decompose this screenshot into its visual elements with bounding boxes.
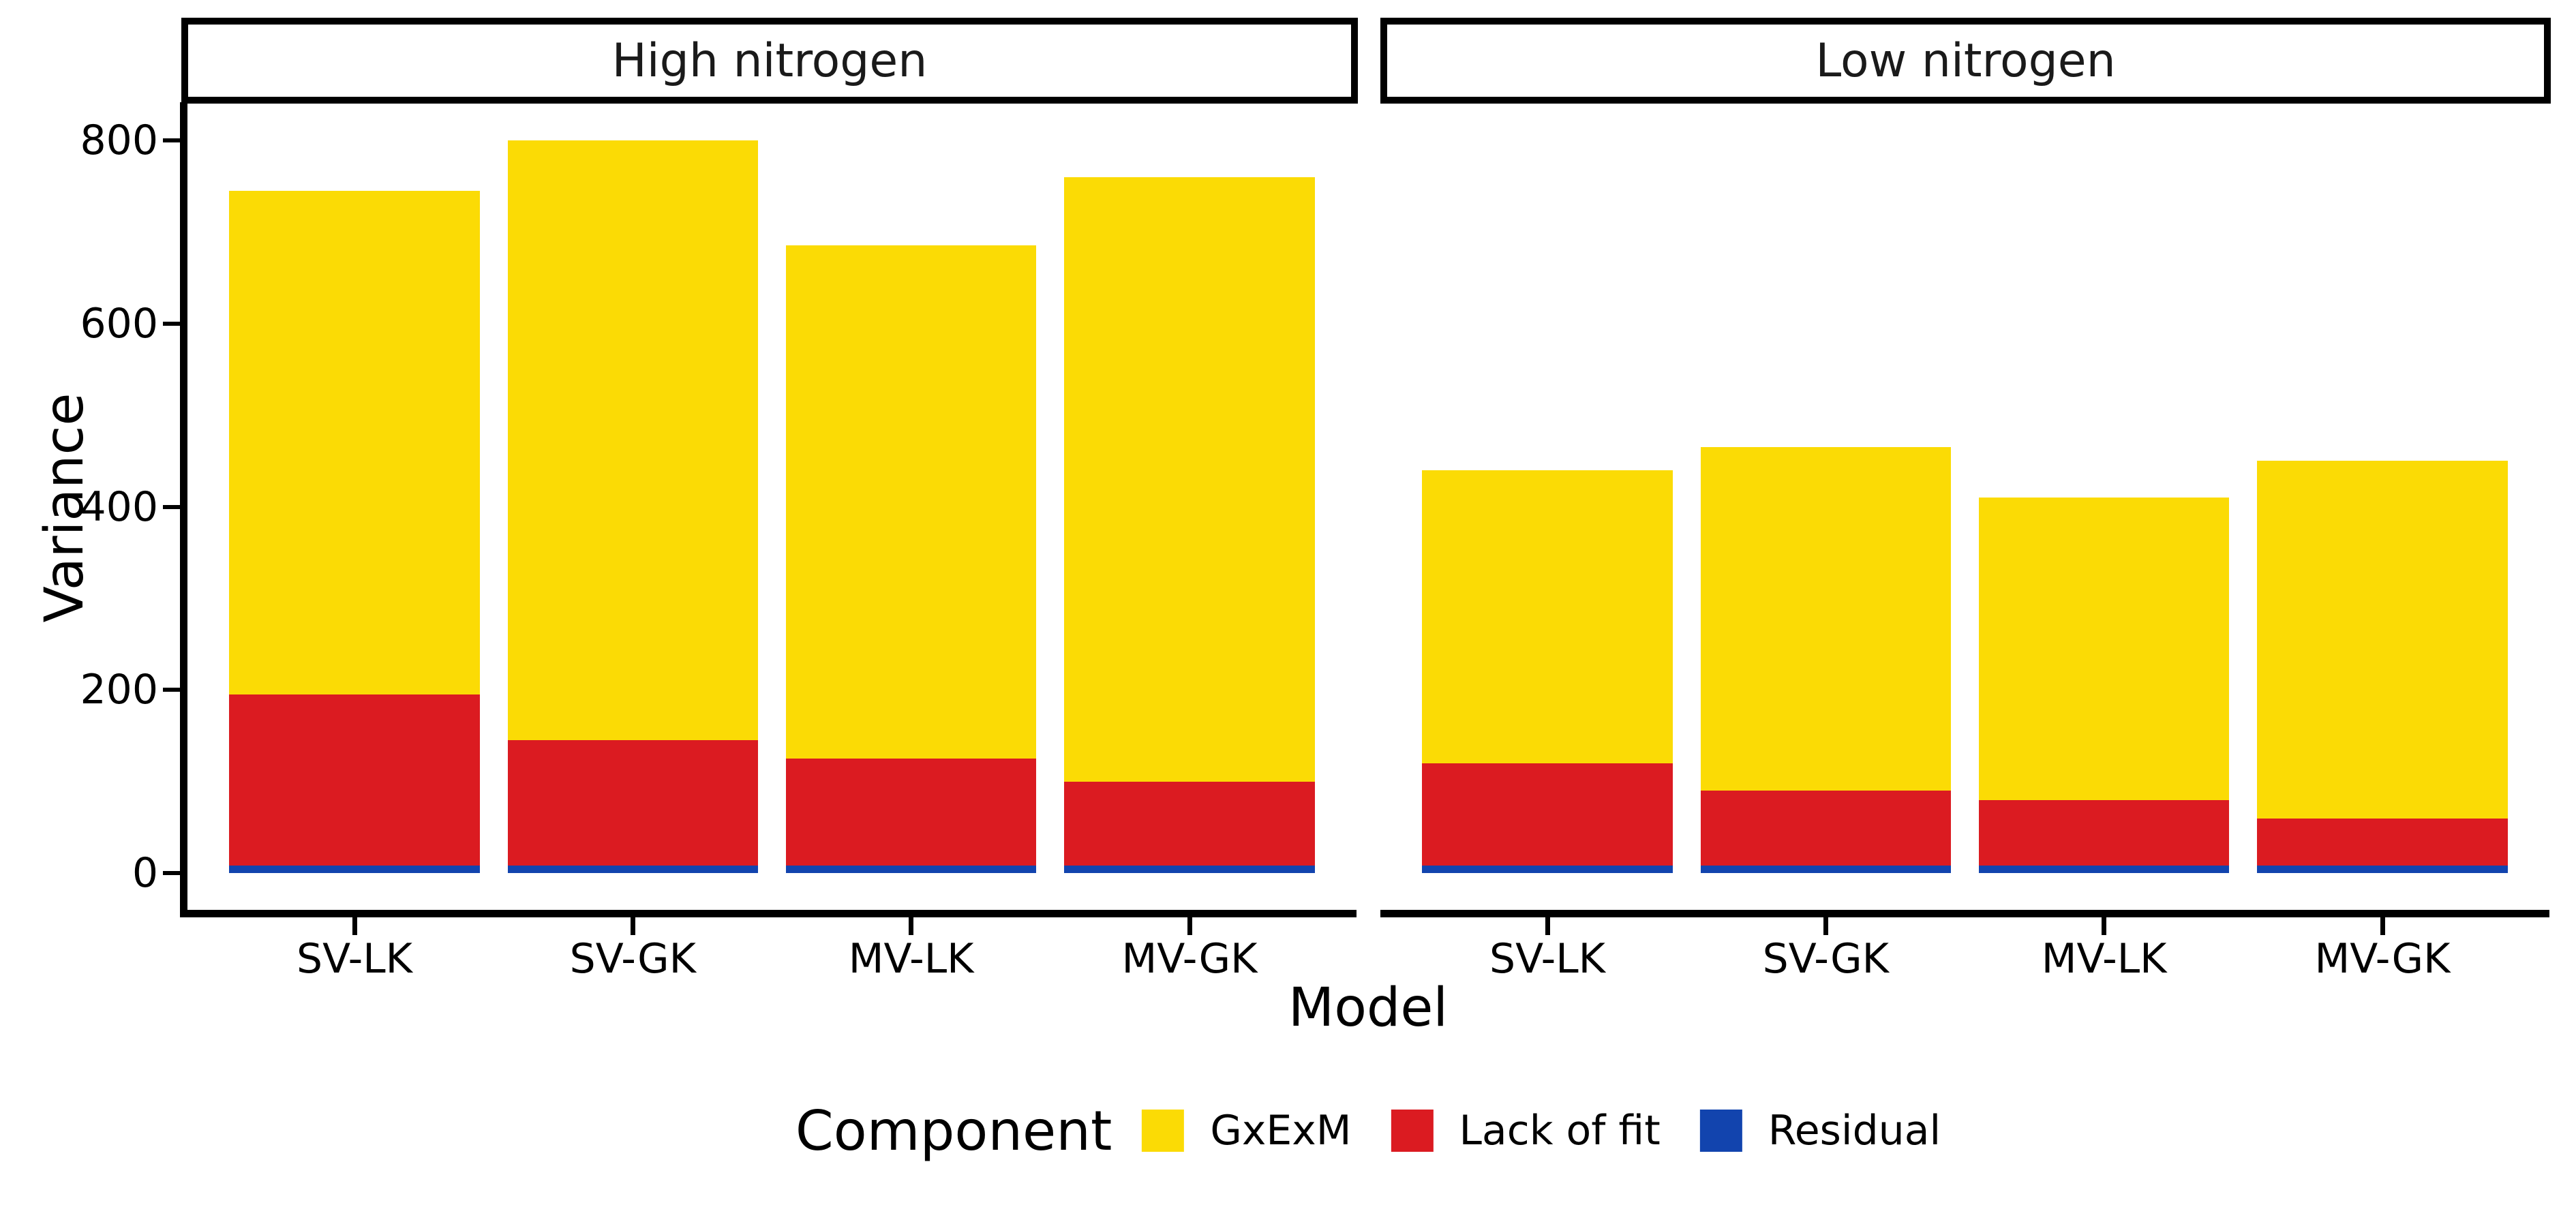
x-axis-tick-label: MV-GK bbox=[1121, 935, 1258, 983]
bar-segment-residual bbox=[229, 866, 480, 874]
facet-strip-label: Low nitrogen bbox=[1815, 33, 2116, 88]
bar-segment-gxexm bbox=[1978, 498, 2230, 800]
bar-segment-gxexm bbox=[1064, 177, 1315, 782]
y-axis-tick bbox=[163, 504, 181, 509]
y-axis-tick bbox=[163, 321, 181, 326]
x-axis-line bbox=[180, 910, 1357, 917]
y-axis-tick-label: 400 bbox=[80, 483, 158, 531]
x-axis-title: Model bbox=[1288, 977, 1449, 1039]
legend-label: Lack of fit bbox=[1459, 1107, 1661, 1155]
bar-segment-gxexm bbox=[1700, 447, 1952, 791]
bar-segment-residual bbox=[507, 866, 759, 874]
x-axis-tick bbox=[1187, 917, 1192, 935]
x-axis-tick bbox=[1823, 917, 1828, 935]
bar-segment-gxexm bbox=[2257, 461, 2508, 819]
x-axis-tick-label: SV-LK bbox=[296, 935, 413, 983]
y-axis-tick bbox=[163, 871, 181, 876]
x-axis-tick bbox=[352, 917, 357, 935]
x-axis-tick bbox=[630, 917, 635, 935]
legend: Component GxExM Lack of fit Residual bbox=[795, 1088, 1941, 1174]
legend-label: GxExM bbox=[1210, 1107, 1352, 1155]
x-axis-tick bbox=[1545, 917, 1550, 935]
bar-segment-gxexm bbox=[229, 190, 480, 695]
bar-segment-lack-of-fit bbox=[1064, 781, 1315, 866]
x-axis-tick bbox=[909, 917, 914, 935]
y-axis-tick bbox=[163, 138, 181, 142]
x-axis-line bbox=[1380, 910, 2549, 917]
facet-strip-low-nitrogen: Low nitrogen bbox=[1380, 18, 2551, 104]
legend-item-lack-of-fit: Lack of fit bbox=[1391, 1107, 1661, 1155]
bar-segment-residual bbox=[1422, 866, 1673, 874]
bar-segment-lack-of-fit bbox=[1422, 763, 1673, 866]
bar-segment-lack-of-fit bbox=[1700, 791, 1952, 866]
facet-strip-label: High nitrogen bbox=[611, 33, 928, 88]
x-axis-tick-label: SV-LK bbox=[1489, 935, 1606, 983]
bar-segment-residual bbox=[1700, 866, 1952, 874]
y-axis-tick bbox=[163, 688, 181, 692]
y-axis-tick-label: 0 bbox=[132, 849, 158, 898]
gxexm-color-swatch bbox=[1142, 1110, 1185, 1152]
bar-segment-lack-of-fit bbox=[229, 694, 480, 866]
legend-item-residual: Residual bbox=[1699, 1107, 1941, 1155]
bar-segment-gxexm bbox=[785, 245, 1037, 759]
y-axis-line bbox=[180, 102, 187, 917]
x-axis-tick bbox=[2102, 917, 2107, 935]
bar-segment-residual bbox=[785, 866, 1037, 874]
legend-title: Component bbox=[795, 1099, 1112, 1163]
bar-segment-residual bbox=[1064, 866, 1315, 874]
facet-strip-high-nitrogen: High nitrogen bbox=[181, 18, 1358, 104]
lack-of-fit-color-swatch bbox=[1391, 1110, 1434, 1152]
x-axis-tick bbox=[2380, 917, 2385, 935]
bar-segment-residual bbox=[1978, 866, 2230, 874]
x-axis-tick-label: SV-GK bbox=[1762, 935, 1889, 983]
bar-segment-gxexm bbox=[507, 140, 759, 741]
y-axis-tick-label: 800 bbox=[80, 116, 158, 164]
bar-segment-lack-of-fit bbox=[507, 740, 759, 866]
legend-item-gxexm: GxExM bbox=[1142, 1107, 1352, 1155]
bar-segment-gxexm bbox=[1422, 470, 1673, 763]
y-axis-tick-label: 600 bbox=[80, 299, 158, 348]
x-axis-tick-label: MV-GK bbox=[2314, 935, 2451, 983]
bar-segment-lack-of-fit bbox=[785, 759, 1037, 866]
x-axis-tick-label: MV-LK bbox=[2041, 935, 2167, 983]
x-axis-tick-label: MV-LK bbox=[848, 935, 974, 983]
x-axis-tick-label: SV-GK bbox=[569, 935, 696, 983]
bar-segment-lack-of-fit bbox=[2257, 818, 2508, 866]
legend-label: Residual bbox=[1768, 1107, 1941, 1155]
bar-segment-residual bbox=[2257, 866, 2508, 874]
residual-color-swatch bbox=[1699, 1110, 1742, 1152]
bar-segment-lack-of-fit bbox=[1978, 799, 2230, 866]
y-axis-tick-label: 200 bbox=[80, 666, 158, 714]
